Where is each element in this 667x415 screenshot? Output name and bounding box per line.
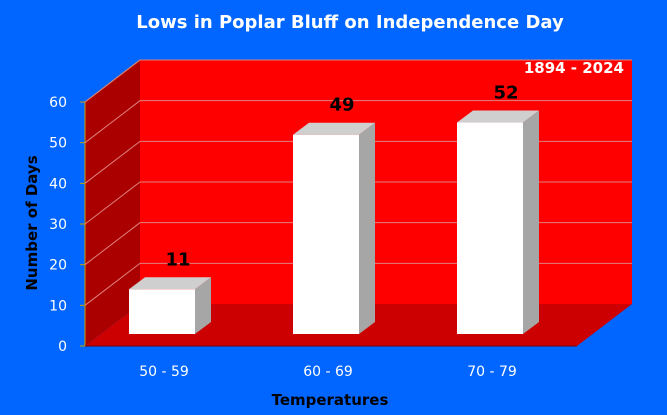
y-tick-label: 50 [49, 136, 67, 152]
bar-front [457, 122, 523, 335]
x-tick-label: 60 - 69 [303, 364, 353, 380]
chart-subtitle: 1894 - 2024 [524, 59, 624, 77]
y-tick-label: 60 [49, 95, 67, 111]
data-label: 49 [329, 95, 354, 116]
data-label: 52 [493, 83, 518, 104]
bar-top [129, 277, 211, 290]
bar-2 [293, 122, 375, 334]
gridline [84, 59, 632, 103]
y-tick-label: 20 [49, 258, 67, 274]
bar-side [523, 110, 539, 335]
bar-1 [129, 277, 211, 334]
bar-top [293, 122, 375, 135]
y-tick-label: 10 [49, 298, 67, 314]
bars [129, 110, 539, 335]
labels: 0 10 20 30 40 50 60 11 50 - 59 49 60 - 69 52 70 - 79 [49, 83, 518, 380]
y-tick-label: 0 [58, 339, 67, 355]
bar-3 [457, 110, 539, 335]
bar-front [293, 134, 359, 334]
x-axis-label: Temperatures [272, 391, 389, 409]
bar-side [359, 122, 375, 334]
bar-side [195, 277, 211, 334]
x-tick-label: 50 - 59 [139, 364, 189, 380]
gridline [84, 100, 632, 144]
bar-front [129, 289, 195, 334]
y-tick-label: 40 [49, 176, 67, 192]
bar-top [457, 110, 539, 123]
chart-title: Lows in Poplar Bluff on Independence Day [136, 12, 564, 33]
data-label: 11 [165, 249, 190, 270]
x-tick-label: 70 - 79 [467, 364, 517, 380]
y-axis-label: Number of Days [23, 155, 41, 290]
y-tick-label: 30 [49, 217, 67, 233]
